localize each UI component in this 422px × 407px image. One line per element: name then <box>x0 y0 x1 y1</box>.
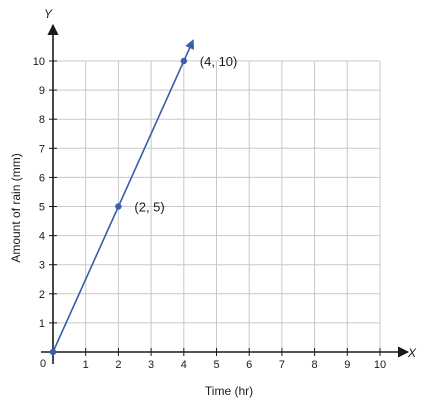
x-axis-label: Time (hr) <box>205 384 253 398</box>
y-axis-letter: Y <box>44 7 53 21</box>
x-tick-label: 4 <box>181 359 187 371</box>
y-tick-label: 4 <box>39 231 45 243</box>
y-tick-label: 1 <box>39 318 45 330</box>
axes <box>41 23 410 364</box>
data-point <box>180 57 187 65</box>
y-tick-label: 10 <box>33 56 45 68</box>
tick-labels: 1 2 3 4 5 6 7 8 9 10 1 2 3 4 5 6 7 8 9 10 <box>33 56 386 371</box>
y-tick-label: 6 <box>39 172 45 184</box>
points-layer: (2, 5) (4, 10) <box>49 54 238 356</box>
x-tick-label: 5 <box>213 359 219 371</box>
y-tick-label: 9 <box>39 85 45 97</box>
y-axis-label: Amount of rain (mm) <box>9 153 23 262</box>
series-line <box>52 39 195 353</box>
x-tick-label: 9 <box>344 359 350 371</box>
y-tick-label: 2 <box>39 289 45 301</box>
x-tick-label: 10 <box>374 359 386 371</box>
x-tick-label: 7 <box>279 359 285 371</box>
y-tick-label: 8 <box>39 114 45 126</box>
origin-label: 0 <box>40 358 46 370</box>
x-tick-label: 1 <box>83 359 89 371</box>
y-tick-label: 3 <box>39 260 45 272</box>
grid <box>53 60 381 352</box>
series-layer <box>52 39 195 353</box>
x-tick-label: 3 <box>148 359 154 371</box>
data-point-label: (4, 10) <box>200 54 238 69</box>
y-tick-label: 5 <box>39 202 45 214</box>
x-tick-label: 2 <box>115 359 121 371</box>
x-axis-letter: X <box>407 346 417 360</box>
data-point-label: (2, 5) <box>134 200 164 215</box>
data-point <box>49 348 57 356</box>
x-tick-label: 6 <box>246 359 252 371</box>
data-point <box>115 203 122 210</box>
x-tick-label: 8 <box>312 359 318 371</box>
y-tick-label: 7 <box>39 143 45 155</box>
